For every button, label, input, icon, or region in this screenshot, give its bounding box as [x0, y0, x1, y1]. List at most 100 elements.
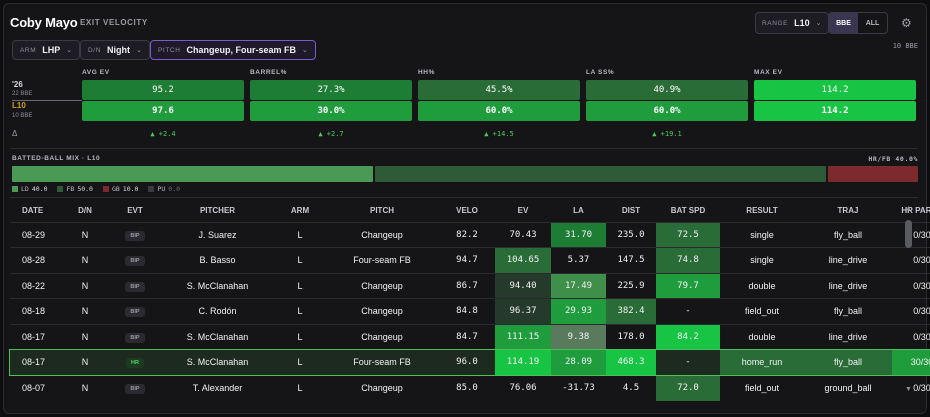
cell-pitch: Changeup	[325, 272, 439, 299]
cell-dn: N	[60, 374, 110, 401]
scroll-up-arrow[interactable]: ▲	[905, 205, 912, 212]
metric-delta: ▲ +2.4	[150, 130, 176, 138]
mix-label: BATTED-BALL MIX · L10	[12, 155, 101, 162]
cell-ev: 76.06	[495, 374, 551, 401]
chevron-down-icon: ⌄	[136, 47, 142, 54]
table-row[interactable]: 08-29 N BIP J. Suarez L Changeup 82.2 70.43 31.7…	[10, 221, 930, 248]
cell-velo: 94.7	[439, 247, 495, 273]
mix-segment-gb	[827, 166, 918, 182]
bbe-all-toggle: BBE ALL	[828, 12, 888, 34]
batted-ball-table: DATE D/N EVT PITCHER ARM PITCH VELO EV LA DIST BAT…	[9, 199, 930, 401]
column-header[interactable]: DIST	[621, 205, 641, 215]
metric-header: MAX EV	[754, 69, 783, 76]
column-header[interactable]: RESULT	[746, 205, 778, 215]
event-badge: BIP	[125, 256, 145, 267]
range-select[interactable]: RANGE L10 ⌄	[755, 12, 829, 34]
column-header[interactable]: TRAJ	[837, 205, 859, 215]
column-header[interactable]: PITCHER	[199, 205, 236, 215]
cell-pitcher: S. McClanahan	[160, 323, 275, 350]
cell-date: 08-07	[10, 374, 60, 401]
column-header[interactable]: BAT SPD	[670, 205, 706, 215]
cell-pitch: Four-seam FB	[325, 247, 439, 273]
table-row[interactable]: 08-22 N BIP S. McClanahan L Changeup 86.7 94.40…	[10, 272, 930, 299]
cell-traj: fly_ball	[804, 349, 892, 375]
cell-batspd: -	[656, 298, 720, 324]
cell-dn: N	[60, 349, 110, 375]
season-bbe: 22 BBE	[12, 91, 33, 97]
table-header-row: DATE D/N EVT PITCHER ARM PITCH VELO EV LA DIST BAT…	[10, 199, 930, 222]
legend-swatch	[57, 186, 64, 192]
column-header[interactable]: EVT	[127, 205, 143, 215]
filter-arm-key: ARM	[20, 46, 37, 54]
batted-ball-table-wrap: DATE D/N EVT PITCHER ARM PITCH VELO EV LA DIST BAT…	[9, 199, 930, 401]
cell-arm: L	[275, 298, 325, 324]
metric-season-value: 95.2	[82, 80, 244, 100]
filter-arm[interactable]: ARM LHP ⌄	[12, 40, 81, 60]
cell-result: single	[720, 247, 804, 273]
cell-velo: 96.0	[439, 349, 495, 375]
panel-subtitle: EXIT VELOCITY	[80, 18, 148, 27]
column-header[interactable]: HR PARKS	[901, 205, 930, 215]
cell-dist: 225.9	[606, 272, 656, 299]
metric-season-value: 27.3%	[250, 80, 412, 100]
cell-la: 31.70	[551, 221, 606, 248]
delta-label: Δ	[12, 129, 18, 138]
table-row[interactable]: 08-07 N BIP T. Alexander L Changeup 85.0 76.06-…	[10, 374, 930, 401]
legend-swatch	[148, 186, 155, 192]
cell-date: 08-18	[10, 298, 60, 324]
legend-item-ld: LD 40.0	[12, 185, 47, 193]
column-header[interactable]: LA	[573, 205, 584, 215]
legend-item-fb: FB 50.0	[57, 185, 93, 193]
cell-arm: L	[275, 323, 325, 350]
season-row-label: '26 22 BBE	[12, 80, 32, 97]
column-header[interactable]: VELO	[456, 205, 478, 215]
cell-arm: L	[275, 349, 325, 375]
cell-traj: line_drive	[804, 323, 892, 350]
l10-bbe: 10 BBE	[12, 113, 33, 119]
table-row[interactable]: 08-17 N HR S. McClanahan L Four-seam FB 96.0 11…	[9, 348, 930, 376]
filter-dn[interactable]: D/N Night ⌄	[80, 40, 150, 60]
toggle-all[interactable]: ALL	[865, 19, 880, 27]
cell-ev: 70.43	[495, 221, 551, 248]
scrollbar-thumb[interactable]	[905, 220, 912, 248]
scroll-down-arrow[interactable]: ▼	[905, 386, 912, 393]
cell-date: 08-29	[10, 221, 60, 248]
cell-la: 28.09	[551, 349, 606, 375]
table-row[interactable]: 08-28 N BIP B. Basso L Four-seam FB 94.7 104.65…	[10, 247, 930, 273]
season-label: '26	[12, 80, 23, 89]
cell-pitcher: S. McClanahan	[160, 272, 275, 299]
cell-batspd: 72.0	[656, 374, 720, 401]
cell-batspd: -	[656, 349, 720, 375]
cell-velo: 85.0	[439, 374, 495, 401]
column-header[interactable]: D/N	[78, 205, 92, 215]
table-row[interactable]: 08-17 N BIP S. McClanahan L Changeup 84.7 111.1…	[10, 323, 930, 350]
cell-hrparks: 0/30	[892, 374, 930, 401]
column-header[interactable]: EV	[517, 205, 529, 215]
cell-dist: 235.0	[606, 221, 656, 248]
metric-l10-value: 30.0%	[250, 101, 412, 121]
table-row[interactable]: 08-18 N BIP C. Rodón L Changeup 84.8 96.37 29.93…	[10, 298, 930, 324]
cell-result: field_out	[720, 374, 804, 401]
cell-traj: line_drive	[804, 272, 892, 299]
metric-l10-value: 60.0%	[586, 101, 748, 121]
column-header[interactable]: DATE	[22, 205, 44, 215]
toggle-bbe[interactable]: BBE	[829, 13, 858, 33]
cell-pitcher: T. Alexander	[160, 374, 275, 401]
chevron-down-icon: ⌄	[302, 47, 308, 54]
metric-l10-value: 114.2	[754, 101, 916, 121]
cell-pitcher: J. Suarez	[160, 221, 275, 248]
cell-arm: L	[275, 272, 325, 299]
metric-l10-value: 60.0%	[418, 101, 580, 121]
cell-batspd: 84.2	[656, 323, 720, 350]
cell-hrparks: 0/30	[892, 272, 930, 299]
event-badge: BIP	[125, 281, 145, 292]
cell-ev: 104.65	[495, 247, 551, 273]
filter-pitch[interactable]: PITCH Changeup, Four-seam FB ⌄	[150, 40, 316, 60]
metric-delta: ▲ +14.5	[484, 130, 514, 138]
gear-icon[interactable]: ⚙	[901, 16, 912, 30]
cell-dn: N	[60, 221, 110, 248]
cell-traj: fly_ball	[804, 221, 892, 248]
column-header[interactable]: PITCH	[370, 205, 394, 215]
column-header[interactable]: ARM	[290, 205, 310, 215]
cell-ev: 114.19	[495, 349, 551, 375]
